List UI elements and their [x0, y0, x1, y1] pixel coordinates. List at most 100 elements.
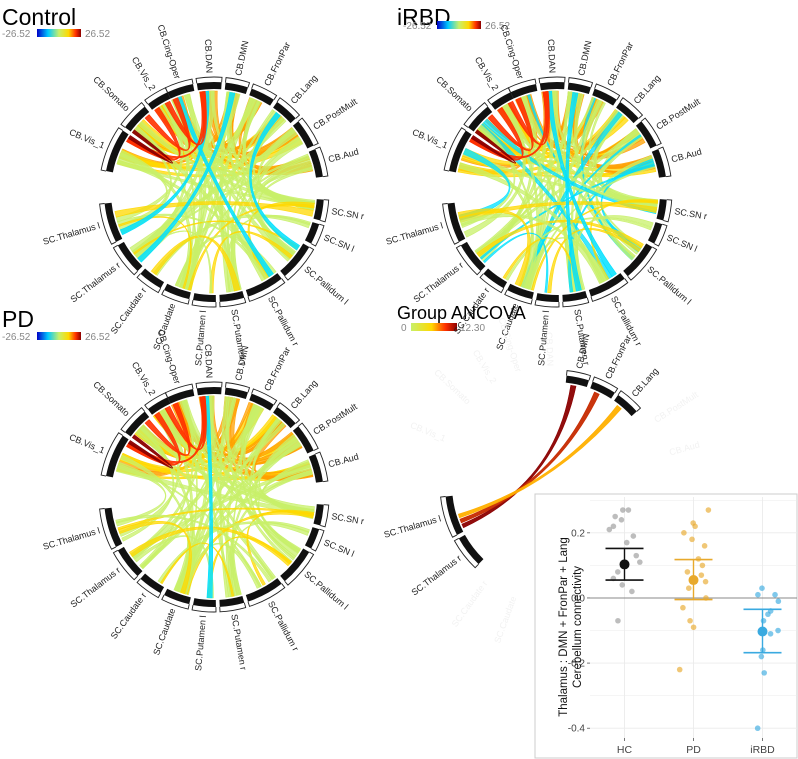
data-point [758, 653, 765, 660]
region-bracket [504, 289, 533, 305]
chord-ribbon [460, 124, 516, 228]
region-bracket [310, 528, 325, 552]
region-bracket [443, 127, 467, 172]
group-mean [619, 559, 630, 570]
region-bracket [247, 278, 286, 302]
colorbar-min-label: -26.52 [2, 332, 31, 343]
region-label: CB.DAN [203, 39, 214, 73]
data-point [754, 725, 761, 732]
region-bracket [568, 77, 594, 88]
x-tick-label: HC [617, 744, 633, 756]
colorbar-max-label: 26.52 [85, 332, 110, 343]
y-tick-label: -0.4 [568, 724, 586, 735]
region-label: CB.Vis_2 [130, 360, 158, 397]
chord-ribbons [457, 90, 659, 294]
data-point [765, 611, 771, 618]
region-label: CB.Vis_2 [471, 348, 499, 385]
x-tick-label: iRBD [750, 744, 775, 756]
chord-ribbon [153, 214, 311, 276]
significant-ribbon [461, 384, 577, 529]
chord-ribbon [115, 463, 167, 527]
region-bracket [315, 146, 329, 178]
region-bracket [663, 199, 673, 223]
colorbar-gradient [437, 21, 481, 29]
chord-ribbons [115, 395, 315, 599]
region-label: CB.Somato [434, 74, 474, 113]
region-arc [656, 199, 667, 221]
region-label: SC.Caudate r [450, 579, 490, 629]
region-arc [273, 406, 296, 429]
region-label: CB.Lang [632, 73, 663, 106]
chord-ribbon [459, 213, 605, 285]
region-label: SC.SN r [674, 206, 708, 221]
region-label: CB.Vis_2 [130, 55, 158, 92]
data-point [701, 543, 708, 549]
region-bracket [592, 376, 619, 393]
chord-ribbon [164, 91, 207, 146]
region-bracket [120, 101, 146, 128]
region-arc [245, 578, 282, 602]
region-label: CB.Vis_1 [409, 420, 447, 444]
region-arc [510, 84, 538, 99]
region-label: SC.Caudate r [109, 591, 149, 641]
significant-ribbon [457, 404, 622, 519]
region-label: SC.Thalamus l [42, 525, 101, 551]
region-arc [635, 121, 657, 149]
group-mean [688, 575, 699, 586]
region-label: SC.Caudate r [109, 286, 149, 336]
region-bracket [161, 289, 190, 305]
region-label: SC.Pallidum l [302, 264, 350, 306]
data-point [761, 670, 767, 676]
region-bracket [487, 87, 511, 105]
region-label: SC.Thalamus r [410, 553, 464, 597]
region-bracket [562, 297, 590, 308]
data-point [623, 539, 630, 546]
chord-ribbon [150, 235, 241, 292]
chord-ribbon [574, 215, 654, 291]
region-label: SC.Thalamus r [69, 260, 123, 304]
region-bracket [100, 432, 124, 477]
region-arc [164, 588, 191, 605]
region-label: CB.PostMult [311, 96, 359, 132]
y-axis-label-line1: Thalamus : DMN + FronPar + Lang [558, 537, 570, 717]
region-bracket [538, 76, 566, 84]
region-arc [249, 393, 274, 411]
data-point [767, 630, 774, 637]
region-arc [147, 397, 171, 415]
data-point [629, 588, 635, 595]
region-bracket [219, 602, 247, 613]
region-arc [304, 222, 320, 244]
data-point [633, 552, 640, 559]
region-arc [445, 495, 464, 535]
chord-ribbon [476, 220, 644, 258]
region-arc [614, 394, 637, 417]
region-arc [651, 149, 666, 178]
region-arc [167, 389, 195, 404]
region-arc [117, 546, 143, 577]
region-arc [196, 387, 222, 396]
chord-ribbon [127, 129, 173, 164]
region-label: CB.PostMult [654, 96, 702, 132]
chord-ribbon [144, 402, 191, 456]
region-arc [245, 273, 282, 297]
region-label: CB.Aud [670, 146, 703, 164]
colorbar-max-label: 12.30 [460, 323, 485, 334]
region-bracket [99, 203, 117, 245]
region-label: CB.DAN [544, 332, 555, 366]
region-label: SC.Pallidum l [302, 569, 350, 611]
region-bracket [251, 388, 278, 405]
chord-ribbon [546, 90, 617, 278]
data-point [692, 523, 698, 530]
chord-ribbon [140, 443, 302, 570]
region-bracket [479, 273, 505, 294]
chord-ribbon [121, 425, 175, 542]
chord-ribbon [159, 408, 194, 592]
data-point [610, 523, 617, 530]
colorbar-gradient [37, 332, 81, 340]
region-arc [616, 101, 639, 124]
region-bracket [320, 504, 330, 528]
data-point [685, 585, 692, 591]
region-arc [490, 92, 514, 110]
region-bracket [191, 299, 217, 308]
colorbar-gradient [411, 323, 457, 331]
